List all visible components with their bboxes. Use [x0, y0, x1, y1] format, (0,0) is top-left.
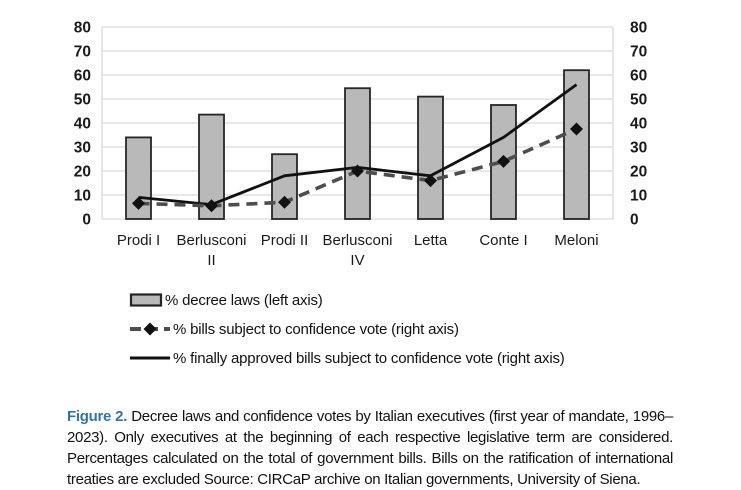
legend-label-decree-laws: % decree laws (left axis) — [165, 291, 323, 309]
legend-item-bills-confidence: % bills subject to confidence vote (righ… — [129, 318, 565, 340]
svg-text:IV: IV — [350, 252, 364, 269]
svg-text:40: 40 — [74, 116, 91, 133]
dashed-line-diamond-icon — [130, 322, 170, 336]
svg-text:Berlusconi: Berlusconi — [322, 232, 392, 249]
svg-text:Berlusconi: Berlusconi — [176, 232, 246, 249]
svg-text:0: 0 — [630, 212, 639, 229]
svg-text:0: 0 — [82, 212, 91, 229]
svg-text:80: 80 — [630, 20, 647, 37]
legend-label-bills-confidence: % bills subject to confidence vote (righ… — [173, 320, 459, 338]
svg-text:60: 60 — [630, 68, 647, 85]
svg-text:50: 50 — [74, 92, 91, 109]
svg-text:II: II — [207, 252, 215, 269]
svg-text:20: 20 — [74, 164, 91, 181]
svg-text:Prodi II: Prodi II — [261, 232, 309, 249]
svg-text:20: 20 — [630, 164, 647, 181]
figure-caption-text: Decree laws and confidence votes by Ital… — [67, 408, 674, 488]
figure-caption: Figure 2. Decree laws and confidence vot… — [67, 406, 673, 490]
legend-label-approved-bills: % finally approved bills subject to conf… — [173, 349, 565, 367]
svg-text:10: 10 — [630, 188, 647, 205]
svg-text:80: 80 — [74, 20, 91, 37]
svg-text:30: 30 — [630, 140, 647, 157]
svg-text:40: 40 — [630, 116, 647, 133]
combo-chart: 0 0 10 10 20 20 30 30 40 40 50 50 60 60 70 70 80 80 Prodi … — [74, 20, 648, 270]
legend-item-decree-laws: % decree laws (left axis) — [129, 289, 565, 311]
figure-caption-label: Figure 2. — [67, 408, 128, 425]
svg-text:60: 60 — [74, 68, 91, 85]
svg-text:70: 70 — [74, 44, 91, 61]
svg-text:Prodi I: Prodi I — [117, 232, 160, 249]
svg-text:30: 30 — [74, 140, 91, 157]
chart-legend: % decree laws (left axis) % bills subjec… — [129, 289, 565, 376]
solid-line-icon — [130, 356, 170, 360]
bar-swatch-icon — [129, 293, 163, 307]
svg-text:Conte I: Conte I — [479, 232, 527, 249]
svg-text:Letta: Letta — [414, 232, 448, 249]
svg-text:Meloni: Meloni — [554, 232, 598, 249]
legend-item-approved-bills: % finally approved bills subject to conf… — [129, 347, 565, 369]
svg-text:10: 10 — [74, 188, 91, 205]
svg-text:50: 50 — [630, 92, 647, 109]
svg-text:70: 70 — [630, 44, 647, 61]
